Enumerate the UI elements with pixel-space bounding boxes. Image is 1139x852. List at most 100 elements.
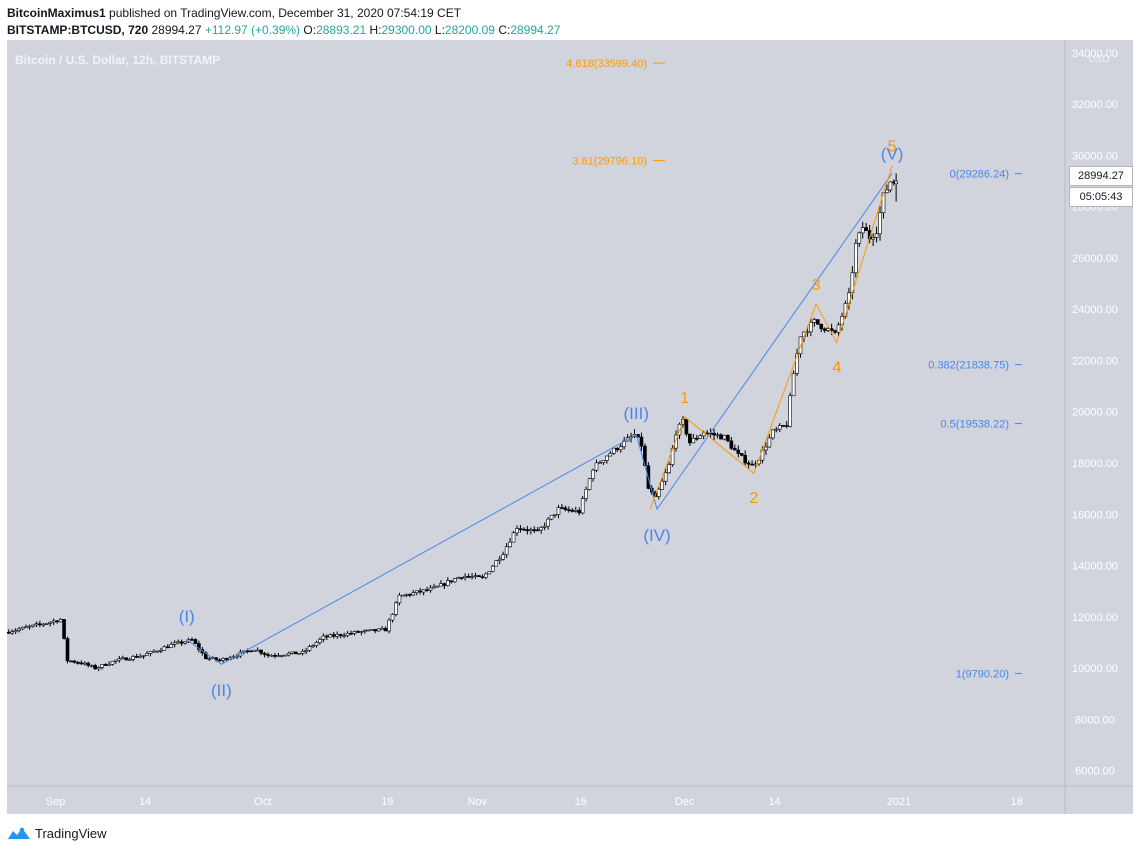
- candle-body: [805, 331, 810, 334]
- y-tick-label: 24000.00: [1072, 304, 1118, 316]
- y-tick-label: 32000.00: [1072, 99, 1118, 111]
- candle-body: [508, 541, 512, 548]
- candle-body: [76, 662, 80, 664]
- candle-body: [335, 634, 339, 637]
- candle-body: [65, 638, 70, 662]
- candle-body: [515, 528, 519, 534]
- candle-body: [93, 665, 97, 670]
- candle-body: [874, 233, 879, 238]
- candle-body: [356, 631, 360, 633]
- candle-body: [573, 509, 578, 512]
- candle-body: [349, 632, 353, 635]
- candle-body: [736, 449, 741, 454]
- candle-body: [217, 659, 222, 662]
- low-label: L:: [434, 23, 445, 37]
- candle-body: [615, 447, 620, 451]
- candle-body: [522, 528, 526, 531]
- author-name[interactable]: BitcoinMaximus1: [7, 6, 106, 20]
- candle-body: [266, 654, 270, 656]
- candle-body: [788, 395, 792, 427]
- candle-body: [611, 447, 616, 454]
- candle-body: [307, 646, 312, 651]
- y-tick-label: 16000.00: [1072, 509, 1118, 521]
- y-tick-label: 20000.00: [1072, 407, 1118, 419]
- axis-corner: [1065, 786, 1133, 814]
- x-tick-label: 2021: [887, 796, 911, 808]
- candle-body: [121, 657, 125, 660]
- candle-body: [511, 532, 516, 543]
- orange-wave-line: [649, 165, 893, 510]
- candle-body: [273, 655, 277, 657]
- candle-body: [795, 353, 799, 374]
- candle-body: [34, 623, 39, 626]
- candle-body: [408, 594, 412, 596]
- candle-body: [179, 641, 184, 644]
- candle-body: [328, 634, 333, 638]
- candle-body: [300, 651, 305, 654]
- candle-body: [490, 565, 495, 572]
- candle-body: [771, 429, 775, 439]
- candle-body: [733, 448, 737, 451]
- candle-body: [31, 624, 35, 627]
- candle-body: [570, 509, 575, 512]
- candle-body: [401, 594, 405, 597]
- candle-body: [62, 619, 66, 639]
- candle-body: [214, 657, 218, 661]
- candle-body: [103, 664, 108, 666]
- candle-body: [812, 319, 817, 323]
- candle-body: [722, 435, 727, 440]
- candle-body: [688, 433, 692, 444]
- candle-body: [466, 576, 471, 578]
- candle-body: [684, 419, 689, 435]
- time-axis[interactable]: [7, 786, 1065, 814]
- candle-body: [262, 652, 267, 655]
- fib-level-label: 4.618(33599.40): [566, 58, 647, 70]
- candle-body: [10, 631, 14, 634]
- candle-body: [774, 428, 779, 431]
- candle-body: [815, 319, 820, 325]
- y-tick-label: 26000.00: [1072, 253, 1118, 265]
- candle-body: [864, 227, 868, 231]
- candle-body: [618, 446, 623, 451]
- candle-body: [107, 663, 111, 666]
- candle-body: [601, 460, 606, 463]
- candle-body: [411, 592, 416, 596]
- orange-wave-label: 1: [680, 390, 689, 407]
- candle-body: [691, 437, 696, 444]
- blue-wave-label: (V): [881, 144, 904, 163]
- orange-wave-count: 1 2 3 4 5: [649, 139, 897, 510]
- candle-body: [529, 529, 533, 532]
- candle-body: [297, 652, 301, 655]
- candle-body: [110, 660, 115, 665]
- y-tick-label: 12000.00: [1072, 612, 1118, 624]
- tradingview-logo-icon: [8, 827, 30, 839]
- blue-wave-label: (III): [624, 404, 650, 423]
- blue-wave-line: [186, 173, 893, 665]
- candle-body: [674, 434, 678, 449]
- high-value: 29300.00: [381, 23, 432, 37]
- candle-body: [694, 437, 699, 440]
- blue-wave-label: (I): [179, 607, 195, 626]
- y-tick-label: 10000.00: [1072, 663, 1118, 675]
- candle-body: [580, 498, 585, 514]
- candle-body: [556, 507, 561, 515]
- fib-level-label: 0(29286.24): [950, 169, 1009, 181]
- candle-body: [553, 514, 557, 516]
- x-axis-ticks: Sep 14 Oct 19 Nov 16 Dec 14 2021 18: [46, 796, 1023, 808]
- candle-body: [259, 649, 263, 654]
- candle-body: [117, 658, 122, 661]
- candle-body: [712, 432, 716, 436]
- candle-body: [148, 651, 153, 654]
- candle-body: [165, 646, 170, 649]
- chart-header: BitcoinMaximus1 published on TradingView…: [7, 4, 1133, 40]
- candle-body: [114, 659, 118, 662]
- price-axis[interactable]: [1065, 40, 1133, 786]
- candle-body: [366, 629, 371, 632]
- candle-body: [141, 654, 146, 657]
- chart-pane[interactable]: [7, 40, 1065, 786]
- candle-body: [193, 639, 198, 644]
- candle-body: [446, 580, 450, 586]
- footer-brand[interactable]: TradingView: [7, 822, 107, 844]
- open-value: 28893.21: [316, 23, 367, 37]
